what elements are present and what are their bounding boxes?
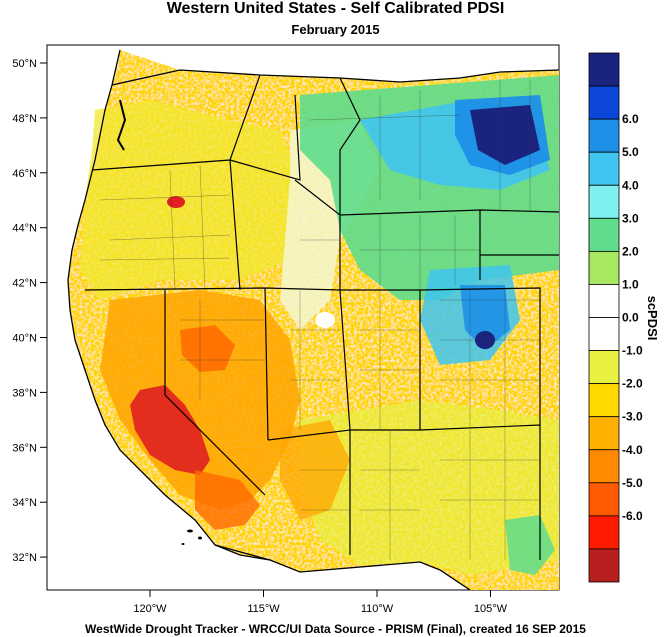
- colorbar-label: 2.0: [622, 244, 639, 258]
- colorbar-swatch: [588, 482, 620, 517]
- lat-tick-label: 50°N: [12, 58, 37, 70]
- latitude-axis: 50°N 48°N 46°N 44°N 42°N 40°N 38°N 36°N 34°N 32°N: [12, 58, 47, 564]
- lat-tick-label: 44°N: [12, 223, 37, 235]
- socal-severe-patch: [195, 470, 260, 530]
- colorbar-label: 4.0: [622, 178, 639, 192]
- colorbar-swatch: [588, 383, 620, 418]
- colorbar-swatch: [588, 449, 620, 484]
- channel-islands: [181, 529, 202, 545]
- lat-tick-label: 32°N: [12, 552, 37, 564]
- nevada-severe-patch: [180, 325, 235, 372]
- lat-tick-label: 40°N: [12, 333, 37, 345]
- canada-border: [111, 69, 559, 86]
- colorbar-swatch: [588, 317, 620, 351]
- lon-tick-label: 110°W: [361, 603, 394, 615]
- colorbar-label: 5.0: [622, 145, 639, 159]
- colorbar-swatch: [588, 250, 620, 285]
- footer-credit: WestWide Drought Tracker - WRCC/UI Data …: [85, 622, 586, 636]
- colorbar: 6.0 5.0 4.0 3.0 2.0 1.0 0.0 -1.0 -2.0 -3.0 -4.0 -5.…: [588, 52, 643, 583]
- map-subtitle: February 2015: [291, 22, 380, 37]
- lat-tick-label: 36°N: [12, 442, 37, 454]
- colorbar-swatch: [588, 284, 620, 318]
- colorbar-title: scPDSI: [645, 296, 660, 341]
- colorbar-label: -2.0: [622, 377, 643, 391]
- map-title: Western United States - Self Calibrated …: [166, 0, 505, 17]
- colorbar-swatch: [588, 118, 620, 153]
- colorbar-label: 0.0: [622, 311, 639, 325]
- colorbar-swatch: [588, 52, 620, 87]
- colorbar-swatch: [588, 350, 620, 385]
- colorbar-label: 3.0: [622, 211, 639, 225]
- lat-tick-label: 48°N: [12, 113, 37, 125]
- boundaries: [67, 49, 559, 590]
- colorbar-swatch: [588, 184, 620, 219]
- lat-tick-label: 34°N: [12, 497, 37, 509]
- colorbar-label: -3.0: [622, 410, 643, 424]
- oregon-red-spot: [167, 196, 185, 208]
- colorbar-swatch: [588, 416, 620, 451]
- colorbar-label: -1.0: [622, 344, 643, 358]
- salt-lake-white: [315, 312, 335, 328]
- lon-tick-label: 120°W: [133, 603, 167, 615]
- lon-tick-label: 105°W: [474, 603, 508, 615]
- colorbar-label: 6.0: [622, 112, 639, 126]
- mexico-border: [214, 544, 471, 590]
- pacific-nw-mild-zone: [80, 100, 300, 300]
- colorbar-label: 1.0: [622, 277, 639, 291]
- southwest-mild-dry-zone: [300, 400, 559, 575]
- california-extreme-drought: [130, 385, 210, 475]
- longitude-axis: 120°W 115°W 110°W 105°W: [133, 590, 508, 615]
- colorbar-label: -6.0: [622, 509, 643, 523]
- puget-sound: [116, 99, 127, 151]
- colorbar-swatch: [588, 85, 620, 120]
- colorbar-label: -4.0: [622, 443, 643, 457]
- colorbar-label: -5.0: [622, 476, 643, 490]
- lat-tick-label: 38°N: [12, 387, 37, 399]
- pacific-coastline: [67, 49, 271, 561]
- montana-extreme-wet-zone: [470, 105, 540, 165]
- colorbar-swatch: [588, 548, 620, 583]
- lon-tick-label: 115°W: [247, 603, 280, 615]
- colorbar-swatch: [588, 515, 620, 550]
- colorado-very-wet-zone: [460, 285, 510, 350]
- colorbar-swatch: [588, 217, 620, 252]
- lat-tick-label: 42°N: [12, 278, 37, 290]
- county-lines: [99, 80, 540, 560]
- lat-tick-label: 46°N: [12, 168, 37, 180]
- colorbar-swatch: [588, 151, 620, 186]
- new-mexico-wet-patches: [505, 515, 555, 575]
